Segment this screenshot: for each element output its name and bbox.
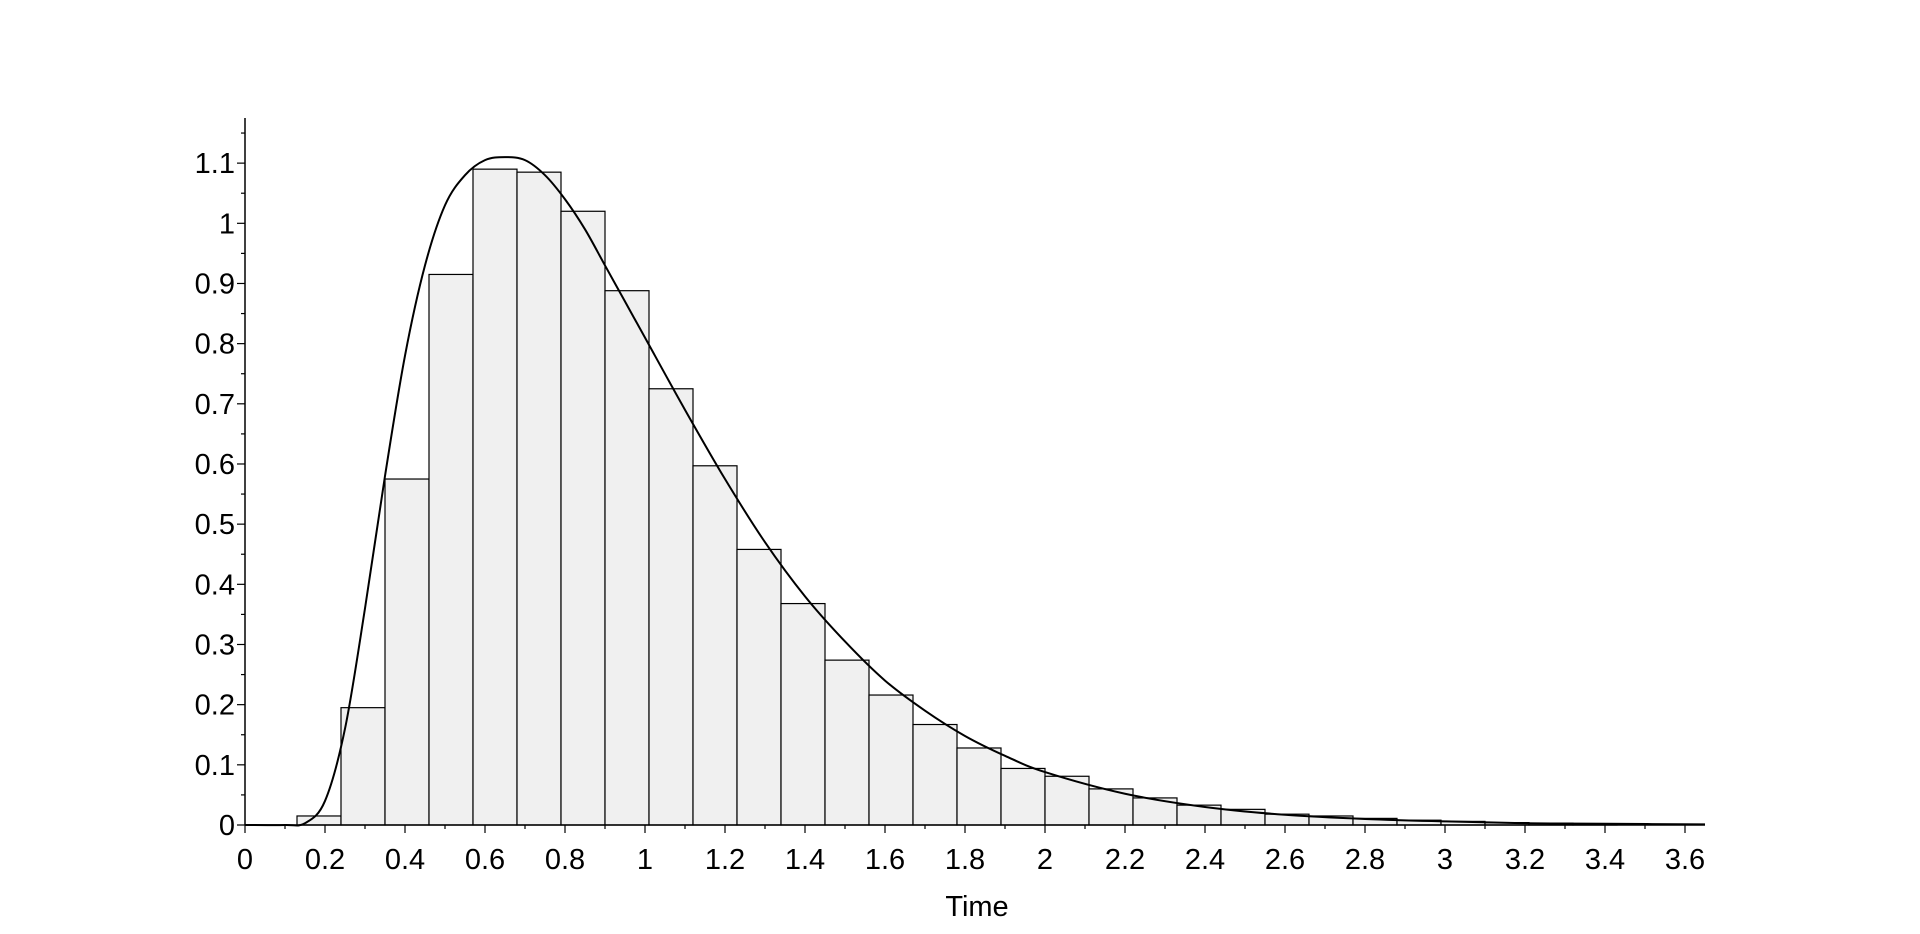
x-tick-label: 0 bbox=[237, 844, 253, 876]
histogram-bar bbox=[648, 388, 694, 826]
x-tick-label: 2.6 bbox=[1265, 844, 1305, 876]
y-tick-label: 0.8 bbox=[195, 329, 235, 361]
x-tick-label: 2.4 bbox=[1185, 844, 1225, 876]
histogram-bar bbox=[340, 707, 386, 826]
y-tick-label: 0.4 bbox=[195, 569, 235, 601]
x-tick-label: 3.6 bbox=[1665, 844, 1705, 876]
y-tick-label: 0.1 bbox=[195, 750, 235, 782]
y-tick-label: 0.5 bbox=[195, 509, 235, 541]
x-tick-label: 0.6 bbox=[465, 844, 505, 876]
histogram-bars bbox=[296, 168, 1618, 826]
x-tick-label: 1.2 bbox=[705, 844, 745, 876]
y-tick-label: 0 bbox=[219, 810, 235, 842]
x-tick-label: 3 bbox=[1437, 844, 1453, 876]
x-tick-label: 2.8 bbox=[1345, 844, 1385, 876]
y-axis-ticks: 0 0.1 0.2 0.3 0.4 0.5 0.6 0.7 0.8 0.9 1 1.1 bbox=[195, 132, 245, 842]
y-tick-label: 0.7 bbox=[195, 389, 235, 421]
x-tick-label: 3.4 bbox=[1585, 844, 1625, 876]
histogram-bar bbox=[692, 465, 738, 826]
histogram-bar bbox=[604, 290, 650, 826]
y-tick-label: 0.6 bbox=[195, 449, 235, 481]
x-tick-label: 2 bbox=[1037, 844, 1053, 876]
x-tick-label: 3.2 bbox=[1505, 844, 1545, 876]
histogram-bar bbox=[868, 694, 914, 826]
histogram-bar bbox=[428, 273, 474, 826]
histogram-bar bbox=[472, 168, 518, 826]
histogram-bar bbox=[560, 210, 606, 826]
x-tick-label: 1.8 bbox=[945, 844, 985, 876]
x-tick-label: 1.6 bbox=[865, 844, 905, 876]
y-tick-label: 1 bbox=[219, 208, 235, 240]
histogram-bar bbox=[736, 548, 782, 826]
histogram-bar bbox=[1000, 767, 1046, 826]
histogram-bar bbox=[956, 747, 1002, 826]
x-tick-label: 0.8 bbox=[545, 844, 585, 876]
y-tick-label: 0.2 bbox=[195, 690, 235, 722]
y-tick-label: 0.3 bbox=[195, 629, 235, 661]
x-tick-label: 2.2 bbox=[1105, 844, 1145, 876]
y-tick-label: 0.9 bbox=[195, 268, 235, 300]
x-tick-label: 0.4 bbox=[385, 844, 425, 876]
density-curve bbox=[244, 156, 1706, 827]
histogram-bar bbox=[516, 171, 562, 826]
histogram-bar bbox=[912, 723, 958, 826]
histogram-bar bbox=[824, 659, 870, 826]
x-tick-label: 0.2 bbox=[305, 844, 345, 876]
x-tick-label: 1 bbox=[637, 844, 653, 876]
histogram-bar bbox=[780, 602, 826, 826]
histogram-bar bbox=[384, 478, 430, 826]
x-axis-ticks: 0 0.2 0.4 0.6 0.8 1 1.2 1.4 1.6 1.8 2 2.2 2.4 2.6 2.8 3… bbox=[237, 825, 1705, 876]
x-axis-title: Time bbox=[945, 891, 1008, 923]
x-tick-label: 1.4 bbox=[785, 844, 825, 876]
y-tick-label: 1.1 bbox=[195, 148, 235, 180]
